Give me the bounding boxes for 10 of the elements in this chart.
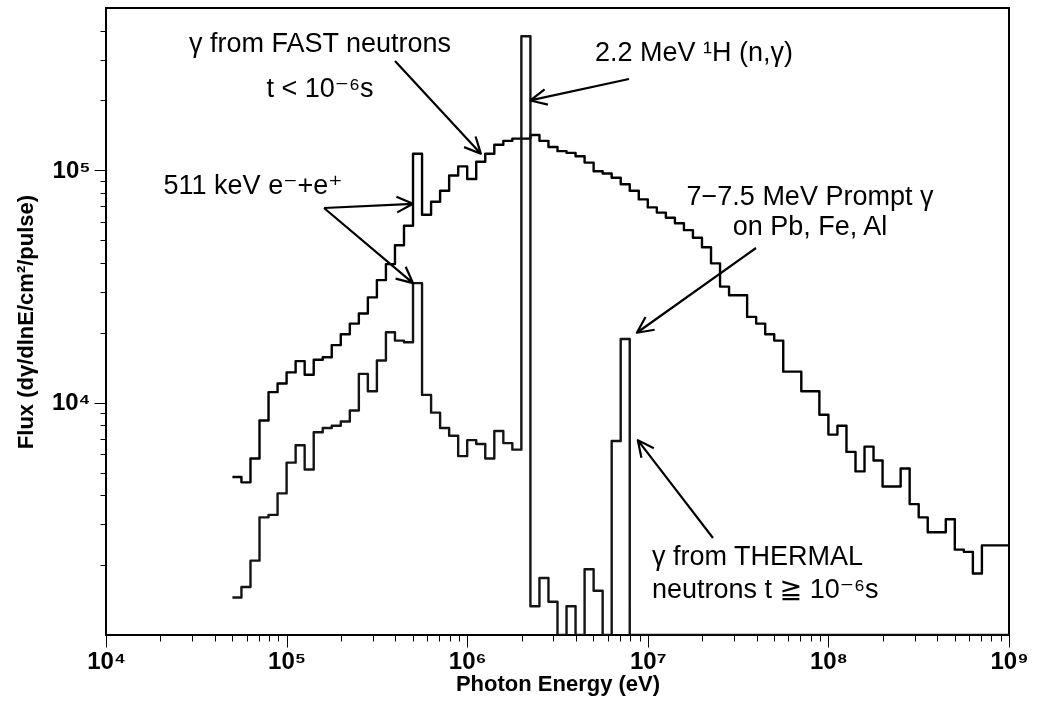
x-tick-label: 10⁸ [809,646,848,674]
annotation: 7−7.5 MeV Prompt γ on Pb, Fe, Al [686,181,934,242]
x-tick-label: 10⁵ [268,646,307,674]
x-tick-label: 10⁹ [990,646,1029,674]
y-axis-title: Flux (dγ/dlnE/cm²/pulse) [12,194,38,450]
annotation: 2.2 MeV ¹H (n,γ) [595,37,794,68]
annotation: γ from FAST neutrons t < 10⁻⁶s [188,28,452,104]
annotation: 511 keV e⁻+e⁺ [163,170,343,201]
annotation: γ from THERMAL neutrons t ≧ 10⁻⁶s [652,541,879,605]
x-tick-label: 10⁴ [87,646,126,674]
